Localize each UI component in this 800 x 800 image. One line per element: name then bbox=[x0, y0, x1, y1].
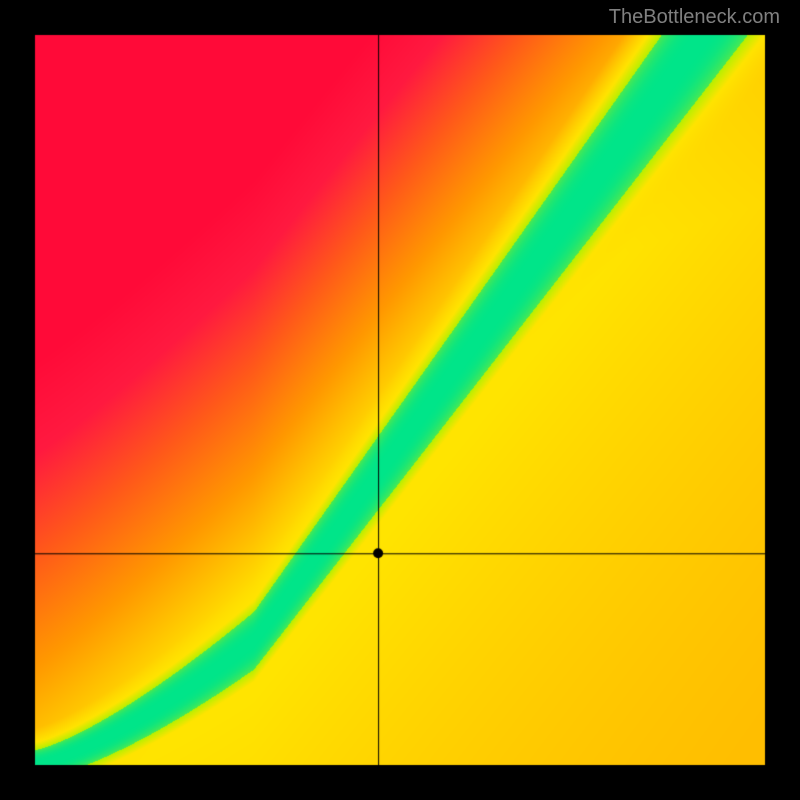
heatmap-plot bbox=[0, 0, 800, 800]
watermark-text: TheBottleneck.com bbox=[609, 6, 780, 29]
